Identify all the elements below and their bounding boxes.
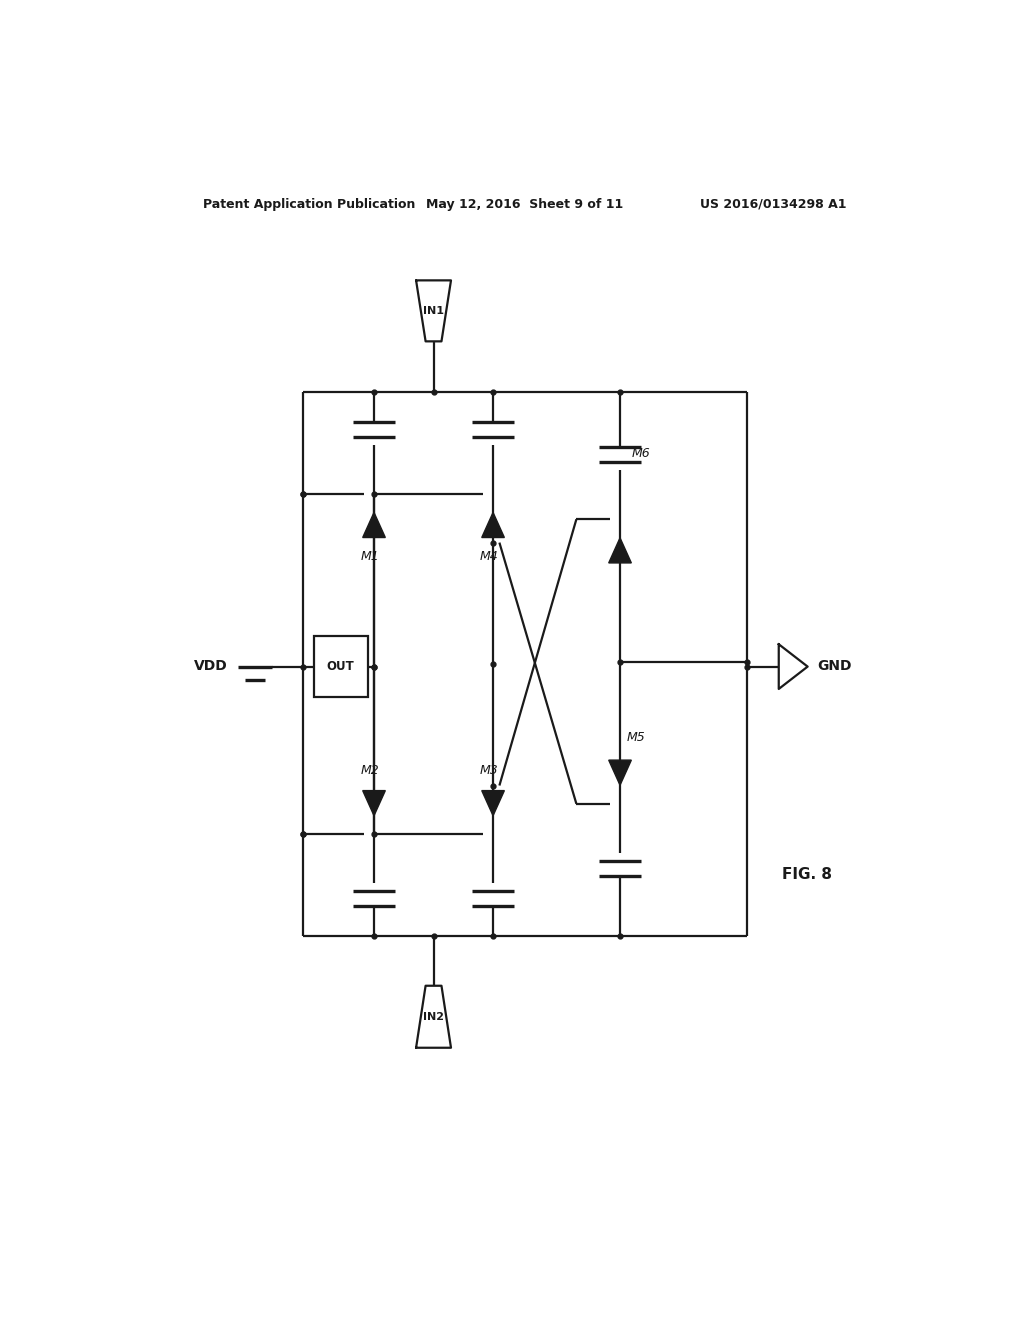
Text: GND: GND [817, 659, 852, 673]
Text: Patent Application Publication: Patent Application Publication [204, 198, 416, 211]
Text: US 2016/0134298 A1: US 2016/0134298 A1 [699, 198, 846, 211]
Polygon shape [608, 760, 632, 785]
Text: M4: M4 [479, 550, 499, 564]
Text: M3: M3 [479, 764, 499, 776]
Polygon shape [608, 537, 632, 562]
Text: VDD: VDD [195, 659, 228, 673]
FancyBboxPatch shape [313, 636, 368, 697]
Text: M5: M5 [627, 731, 645, 744]
Polygon shape [481, 512, 505, 537]
Polygon shape [778, 644, 808, 689]
Text: M2: M2 [360, 764, 380, 776]
Polygon shape [416, 280, 451, 342]
Text: May 12, 2016  Sheet 9 of 11: May 12, 2016 Sheet 9 of 11 [426, 198, 624, 211]
Text: IN1: IN1 [423, 306, 444, 315]
Text: OUT: OUT [327, 660, 354, 673]
Polygon shape [362, 791, 385, 816]
Text: IN2: IN2 [423, 1011, 444, 1022]
Polygon shape [481, 791, 505, 816]
Text: FIG. 8: FIG. 8 [782, 867, 833, 883]
Polygon shape [362, 512, 385, 537]
Polygon shape [416, 986, 451, 1048]
Text: M1: M1 [360, 550, 380, 564]
Text: M6: M6 [632, 446, 650, 459]
